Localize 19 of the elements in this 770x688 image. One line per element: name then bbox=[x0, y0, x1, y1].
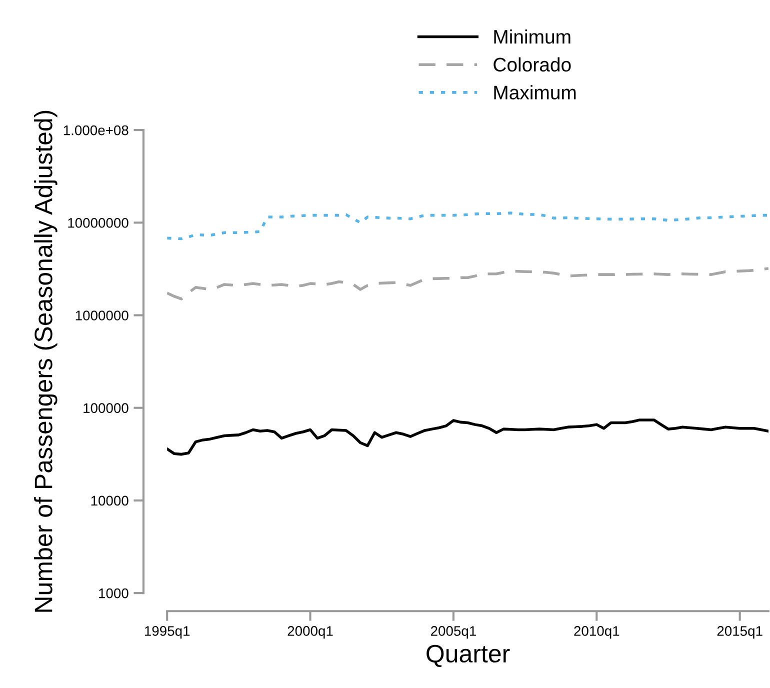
legend-label: Maximum bbox=[494, 85, 576, 100]
y-tick-label: 10000 bbox=[91, 496, 128, 506]
x-tick-label: 2000q1 bbox=[288, 626, 333, 639]
y-tick-label: 1.000e+08 bbox=[64, 125, 128, 136]
line-series bbox=[167, 267, 768, 300]
x-tick-label: 2015q1 bbox=[717, 626, 762, 639]
y-axis-title: Number of Passengers (Seasonally Adjusted) bbox=[34, 110, 58, 612]
x-axis-title: Quarter bbox=[426, 644, 510, 668]
y-tick-label: 1000 bbox=[99, 588, 128, 598]
x-tick-label: 2005q1 bbox=[430, 626, 476, 639]
y-tick-label: 100000 bbox=[84, 403, 128, 414]
x-tick-label: 1995q1 bbox=[144, 626, 190, 639]
y-tick-label: 10000000 bbox=[68, 218, 128, 228]
line-series bbox=[167, 212, 768, 240]
x-tick-label: 2010q1 bbox=[574, 626, 620, 639]
legend-label: Minimum bbox=[494, 29, 570, 44]
line-series bbox=[167, 418, 768, 456]
y-tick-label: 1000000 bbox=[76, 310, 128, 320]
legend-label: Colorado bbox=[494, 57, 571, 72]
